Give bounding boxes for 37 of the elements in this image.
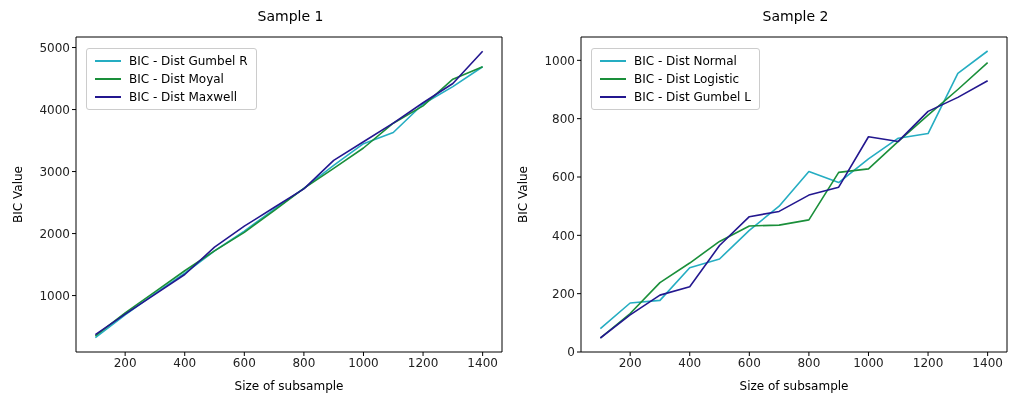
x-tick-label: 1400 bbox=[972, 355, 1003, 370]
x-tick-label: 1000 bbox=[853, 355, 884, 370]
x-tick-label: 200 bbox=[618, 355, 642, 370]
legend-label: BIC - Dist Maxwell bbox=[129, 89, 238, 106]
x-tick-label: 1200 bbox=[407, 355, 439, 370]
y-tick-label: 200 bbox=[552, 286, 575, 301]
legend-label: BIC - Dist Logistic bbox=[634, 71, 740, 88]
x-tick-label: 600 bbox=[737, 355, 761, 370]
x-axis-title: Size of subsample bbox=[234, 379, 344, 393]
y-tick-label: 1000 bbox=[544, 53, 575, 68]
y-tick-label: 1000 bbox=[39, 288, 70, 303]
y-tick-label: 3000 bbox=[39, 164, 70, 179]
legend-label: BIC - Dist Gumbel L bbox=[634, 89, 751, 106]
x-tick-label: 600 bbox=[232, 355, 256, 370]
legend-label: BIC - Dist Normal bbox=[634, 53, 737, 70]
x-tick-label: 400 bbox=[173, 355, 197, 370]
y-axis-title: BIC Value bbox=[11, 166, 26, 223]
y-tick-label: 400 bbox=[552, 228, 575, 243]
legend-label: BIC - Dist Gumbel R bbox=[129, 53, 248, 70]
y-tick-label: 4000 bbox=[39, 102, 70, 117]
y-tick-label: 0 bbox=[567, 345, 575, 360]
chart-title: Sample 2 bbox=[761, 8, 830, 26]
x-tick-label: 400 bbox=[678, 355, 702, 370]
legend-label: BIC - Dist Moyal bbox=[129, 71, 224, 88]
y-tick-label: 600 bbox=[552, 170, 575, 185]
x-axis-title: Size of subsample bbox=[739, 379, 849, 393]
x-tick-label: 1200 bbox=[912, 355, 944, 370]
y-axis-title: BIC Value bbox=[516, 166, 531, 223]
y-tick-label: 800 bbox=[552, 111, 575, 126]
x-tick-label: 1000 bbox=[348, 355, 379, 370]
y-tick-label: 2000 bbox=[39, 226, 70, 241]
x-tick-label: 800 bbox=[797, 355, 821, 370]
chart-title: Sample 1 bbox=[256, 8, 325, 26]
x-tick-label: 800 bbox=[292, 355, 316, 370]
x-tick-label: 1400 bbox=[467, 355, 498, 370]
x-tick-label: 200 bbox=[113, 355, 137, 370]
y-tick-label: 5000 bbox=[39, 40, 70, 55]
